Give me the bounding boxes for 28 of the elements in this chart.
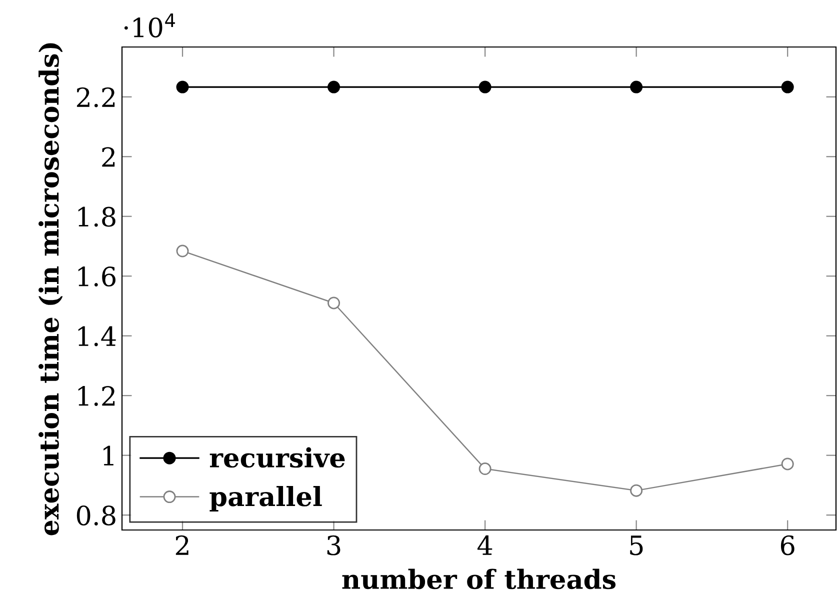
y-tick-label: 1.4 [78,326,116,346]
x-tick-label: 2 [176,535,188,555]
x-tick-label: 4 [477,535,492,555]
legend-label: recursive [210,447,345,468]
point [176,244,189,258]
x-tick-label: 5 [630,536,643,556]
point [630,80,643,94]
point [176,80,189,94]
text: ·10$^{4}$ [124,14,175,38]
y-tick-label: 0.8 [76,506,116,526]
legend-label: parallel [210,486,322,512]
point [630,484,643,497]
y-axis-title: execution time (in microseconds) [38,43,63,536]
y-tick-label: 1 [104,446,114,466]
y-tick-label: 1.8 [78,206,116,227]
point [781,458,794,470]
point [478,462,492,476]
y-tick-label: 1.6 [78,266,116,287]
y-tick-label: 2 [102,147,115,167]
x-tick-label: 3 [327,535,340,556]
point [478,80,492,94]
point [781,80,794,94]
x-axis-title: number of threads [342,568,616,590]
point [328,80,340,94]
point [328,296,340,310]
y-tick-label: 2.2 [76,87,115,108]
x-tick-label: 6 [780,535,794,556]
y-tick-label: 1.2 [78,386,115,406]
